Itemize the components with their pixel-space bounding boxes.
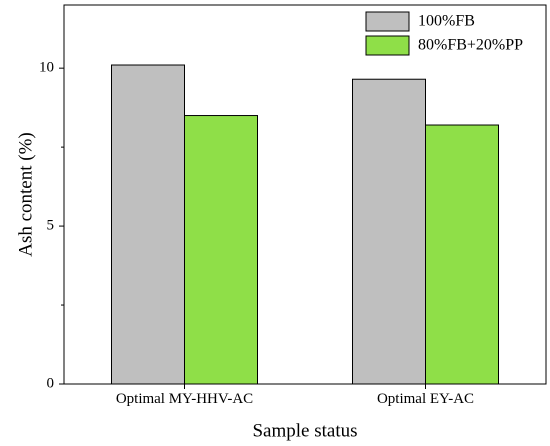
- legend-swatch-1: [365, 11, 410, 32]
- x-tick-label: Optimal EY-AC: [377, 391, 474, 407]
- legend-label-2: 80%FB+20%PP: [418, 37, 523, 54]
- bar-2-2: [425, 124, 499, 385]
- legend: 100%FB 80%FB+20%PP: [365, 11, 523, 56]
- bar-1-1: [111, 64, 185, 385]
- y-tick-label: 5: [47, 218, 55, 234]
- y-tick-label: 0: [47, 375, 55, 391]
- x-tick-label: Optimal MY-HHV-AC: [116, 391, 253, 407]
- y-axis-title: Ash content (%): [15, 132, 36, 257]
- y-tick-label: 10: [39, 60, 54, 76]
- x-axis-title: Sample status: [252, 420, 357, 441]
- bars-layer: [111, 64, 499, 385]
- legend-swatch-2: [365, 35, 410, 56]
- plot-frame: [63, 4, 547, 385]
- bar-1-2: [352, 78, 426, 385]
- legend-label-1: 100%FB: [418, 13, 475, 30]
- bar-2-1: [184, 115, 258, 385]
- axes-layer: Optimal MY-HHV-AC Optimal EY-AC 0 5 10: [39, 60, 474, 407]
